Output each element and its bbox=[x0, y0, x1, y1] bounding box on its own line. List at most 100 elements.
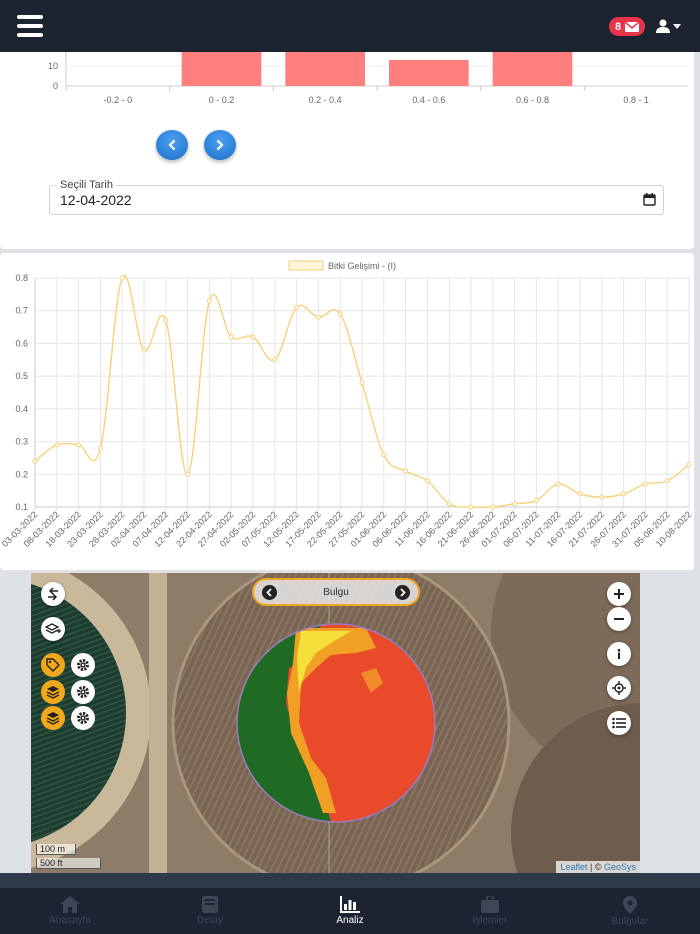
bulgu-label: Bulgu bbox=[323, 587, 349, 598]
data-point[interactable] bbox=[141, 347, 147, 353]
data-point[interactable] bbox=[119, 275, 125, 281]
bottom-nav-label: İşlemler bbox=[472, 915, 508, 926]
bulgu-next-button[interactable] bbox=[395, 585, 410, 600]
bulgu-previous-button[interactable] bbox=[262, 585, 277, 600]
bottom-nav-islemler[interactable]: İşlemler bbox=[420, 888, 560, 934]
bottom-nav-label: Bulgular bbox=[611, 915, 649, 927]
legend-swatch bbox=[288, 260, 324, 271]
line-chart: Bitki Gelişimi - (I) 0.8 0.7 0.6 0.5 0.4 0.3 0.… bbox=[0, 260, 693, 549]
legend-list-button[interactable] bbox=[607, 711, 631, 735]
data-point[interactable] bbox=[533, 497, 539, 503]
bottom-nav-detay[interactable]: Detay bbox=[140, 888, 280, 934]
gear-icon bbox=[77, 712, 89, 724]
data-point[interactable] bbox=[599, 494, 605, 500]
user-icon bbox=[656, 19, 670, 33]
minus-icon bbox=[614, 618, 624, 620]
satellite-map[interactable]: Bulgu 100 m 500 ft Leaflet | © GeoSys bbox=[31, 573, 640, 873]
data-point[interactable] bbox=[577, 491, 583, 497]
info-button[interactable] bbox=[607, 642, 631, 666]
next-date-button[interactable] bbox=[204, 130, 236, 160]
user-menu[interactable] bbox=[656, 16, 686, 36]
data-point[interactable] bbox=[359, 380, 365, 386]
histogram-y-tick: 0 bbox=[53, 81, 58, 91]
date-input[interactable] bbox=[49, 185, 664, 215]
data-point[interactable] bbox=[185, 471, 191, 477]
histogram-x-tick: 0.8 - 1 bbox=[623, 95, 649, 105]
data-point[interactable] bbox=[294, 304, 300, 310]
chart-y-tick: 0.8 bbox=[15, 273, 28, 283]
data-point[interactable] bbox=[490, 504, 496, 510]
chevron-right-icon bbox=[400, 588, 406, 597]
data-point[interactable] bbox=[664, 478, 670, 484]
data-point[interactable] bbox=[54, 442, 60, 448]
data-point[interactable] bbox=[555, 481, 561, 487]
geosys-link[interactable]: GeoSys bbox=[603, 862, 636, 872]
leaflet-link[interactable]: Leaflet bbox=[560, 862, 588, 872]
chart-y-tick: 0.5 bbox=[15, 371, 28, 381]
date-input-value[interactable]: 12-04-2022 bbox=[60, 192, 132, 208]
gear-icon bbox=[77, 686, 89, 698]
bottom-nav-label: Detay bbox=[196, 915, 224, 926]
layer-two-button[interactable] bbox=[41, 706, 65, 730]
data-point[interactable] bbox=[228, 334, 234, 340]
tag-layer-button[interactable] bbox=[41, 653, 65, 677]
data-point[interactable] bbox=[642, 481, 648, 487]
hamburger-menu-icon[interactable] bbox=[17, 15, 43, 37]
data-point[interactable] bbox=[381, 452, 387, 458]
bulgu-selector: Bulgu bbox=[252, 578, 420, 606]
book-icon bbox=[202, 896, 218, 913]
data-point[interactable] bbox=[315, 314, 321, 320]
data-point[interactable] bbox=[621, 491, 627, 497]
data-point[interactable] bbox=[272, 357, 278, 363]
data-point[interactable] bbox=[206, 298, 212, 304]
histogram-x-tick: -0.2 - 0 bbox=[104, 95, 133, 105]
data-point[interactable] bbox=[446, 501, 452, 507]
layer-one-settings-button[interactable] bbox=[71, 680, 95, 704]
layers-plus-icon bbox=[45, 623, 61, 634]
data-point[interactable] bbox=[337, 311, 343, 317]
histogram-x-tick: 0.4 - 0.6 bbox=[412, 95, 445, 105]
chart-y-tick: 0.7 bbox=[15, 306, 28, 316]
data-point[interactable] bbox=[468, 504, 474, 510]
tag-layer-settings-button[interactable] bbox=[71, 653, 95, 677]
data-point[interactable] bbox=[686, 461, 692, 467]
layer-two-settings-button[interactable] bbox=[71, 706, 95, 730]
bottom-navigation: Anasayfa Detay Analiz İşlemler Bulgular bbox=[0, 888, 700, 934]
add-layer-button[interactable] bbox=[41, 617, 65, 641]
bar-chart-icon bbox=[340, 896, 360, 913]
calendar-icon[interactable] bbox=[643, 193, 656, 206]
chevron-left-icon bbox=[266, 588, 272, 597]
caret-down-icon bbox=[673, 23, 681, 29]
bottom-nav-bulgular[interactable]: Bulgular bbox=[560, 888, 700, 934]
bottom-nav-anasayfa[interactable]: Anasayfa bbox=[0, 888, 140, 934]
map-marker-icon bbox=[623, 895, 637, 914]
bottom-nav-analiz[interactable]: Analiz bbox=[280, 888, 420, 934]
gear-icon bbox=[77, 659, 89, 671]
mail-badge[interactable]: 8 bbox=[609, 17, 646, 36]
locate-button[interactable] bbox=[607, 676, 631, 700]
data-point[interactable] bbox=[403, 468, 409, 474]
data-point[interactable] bbox=[32, 458, 38, 464]
chart-legend[interactable]: Bitki Gelişimi - (I) bbox=[288, 260, 396, 271]
info-icon bbox=[617, 648, 621, 659]
swap-layers-button[interactable] bbox=[41, 582, 65, 606]
data-point[interactable] bbox=[250, 334, 256, 340]
histogram-x-tick: 0.6 - 0.8 bbox=[516, 95, 549, 105]
data-point[interactable] bbox=[424, 478, 430, 484]
zoom-out-button[interactable] bbox=[607, 607, 631, 631]
data-point[interactable] bbox=[76, 442, 82, 448]
previous-date-button[interactable] bbox=[156, 130, 188, 160]
mail-icon bbox=[625, 21, 640, 32]
data-point[interactable] bbox=[97, 445, 103, 451]
layer-one-button[interactable] bbox=[41, 680, 65, 704]
list-icon bbox=[612, 717, 626, 729]
chart-y-tick: 0.2 bbox=[15, 469, 28, 479]
zoom-in-button[interactable] bbox=[607, 582, 631, 606]
map-attribution: Leaflet | © GeoSys bbox=[556, 861, 640, 873]
data-point[interactable] bbox=[512, 501, 518, 507]
home-icon bbox=[60, 896, 80, 913]
attribution-separator: | © bbox=[587, 862, 604, 872]
mail-count: 8 bbox=[615, 20, 622, 33]
chevron-right-icon bbox=[216, 139, 224, 151]
data-point[interactable] bbox=[163, 318, 169, 324]
